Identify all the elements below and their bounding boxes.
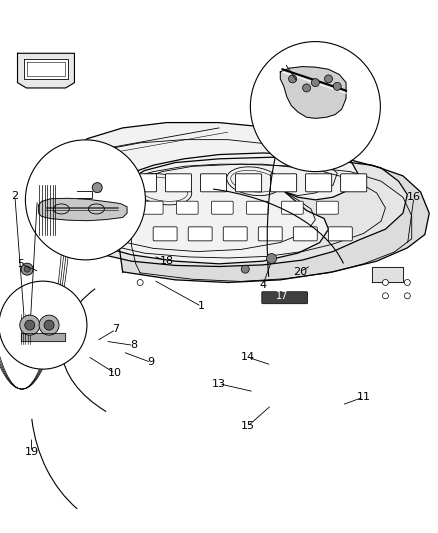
Circle shape <box>251 42 380 172</box>
Text: 3: 3 <box>34 195 41 205</box>
Text: 9: 9 <box>148 358 155 367</box>
Circle shape <box>267 254 276 263</box>
Circle shape <box>21 263 33 275</box>
Circle shape <box>24 266 30 272</box>
Circle shape <box>382 279 389 286</box>
Circle shape <box>20 315 40 335</box>
Text: 16: 16 <box>407 192 421 202</box>
Text: 17: 17 <box>276 291 289 301</box>
Polygon shape <box>21 333 65 341</box>
FancyBboxPatch shape <box>341 174 367 192</box>
FancyBboxPatch shape <box>166 174 191 192</box>
Text: 10: 10 <box>108 368 122 378</box>
Circle shape <box>382 293 389 299</box>
FancyBboxPatch shape <box>188 227 212 241</box>
FancyBboxPatch shape <box>153 227 177 241</box>
Circle shape <box>137 279 143 286</box>
FancyBboxPatch shape <box>236 174 261 192</box>
FancyBboxPatch shape <box>131 174 156 192</box>
Polygon shape <box>24 59 68 79</box>
Circle shape <box>25 320 35 330</box>
Text: 4: 4 <box>259 280 266 290</box>
Text: 1: 1 <box>198 302 205 311</box>
FancyBboxPatch shape <box>282 201 303 214</box>
FancyBboxPatch shape <box>271 174 297 192</box>
Circle shape <box>325 75 332 83</box>
Text: 11: 11 <box>357 392 371 402</box>
Text: 17: 17 <box>278 58 292 68</box>
FancyBboxPatch shape <box>306 174 332 192</box>
Circle shape <box>333 82 341 91</box>
Polygon shape <box>280 67 346 118</box>
Circle shape <box>311 78 319 87</box>
Text: 8: 8 <box>130 341 137 350</box>
Text: 5: 5 <box>18 259 25 269</box>
Circle shape <box>44 320 54 330</box>
Circle shape <box>404 279 410 286</box>
FancyBboxPatch shape <box>212 201 233 214</box>
Polygon shape <box>118 157 429 282</box>
Circle shape <box>404 293 410 299</box>
Circle shape <box>39 315 59 335</box>
FancyBboxPatch shape <box>262 292 307 304</box>
FancyBboxPatch shape <box>258 227 282 241</box>
Circle shape <box>25 140 145 260</box>
Polygon shape <box>372 266 403 282</box>
Text: 13: 13 <box>212 379 226 389</box>
Text: 18: 18 <box>159 256 173 266</box>
FancyBboxPatch shape <box>177 201 198 214</box>
FancyBboxPatch shape <box>247 201 268 214</box>
FancyBboxPatch shape <box>201 174 226 192</box>
Circle shape <box>241 265 249 273</box>
FancyBboxPatch shape <box>293 227 317 241</box>
Text: 14: 14 <box>240 352 254 362</box>
Text: 2: 2 <box>11 191 18 201</box>
Circle shape <box>0 281 87 369</box>
Polygon shape <box>18 53 74 88</box>
FancyBboxPatch shape <box>223 227 247 241</box>
Circle shape <box>303 84 311 92</box>
Polygon shape <box>39 198 127 221</box>
Circle shape <box>289 75 297 83</box>
Circle shape <box>92 183 102 192</box>
FancyBboxPatch shape <box>141 201 163 214</box>
Text: 7: 7 <box>113 325 120 334</box>
Text: 19: 19 <box>25 447 39 457</box>
FancyBboxPatch shape <box>328 227 352 241</box>
FancyBboxPatch shape <box>317 201 338 214</box>
Text: 20: 20 <box>293 267 307 277</box>
Polygon shape <box>57 123 359 264</box>
Polygon shape <box>83 153 407 266</box>
Text: 15: 15 <box>240 422 254 431</box>
